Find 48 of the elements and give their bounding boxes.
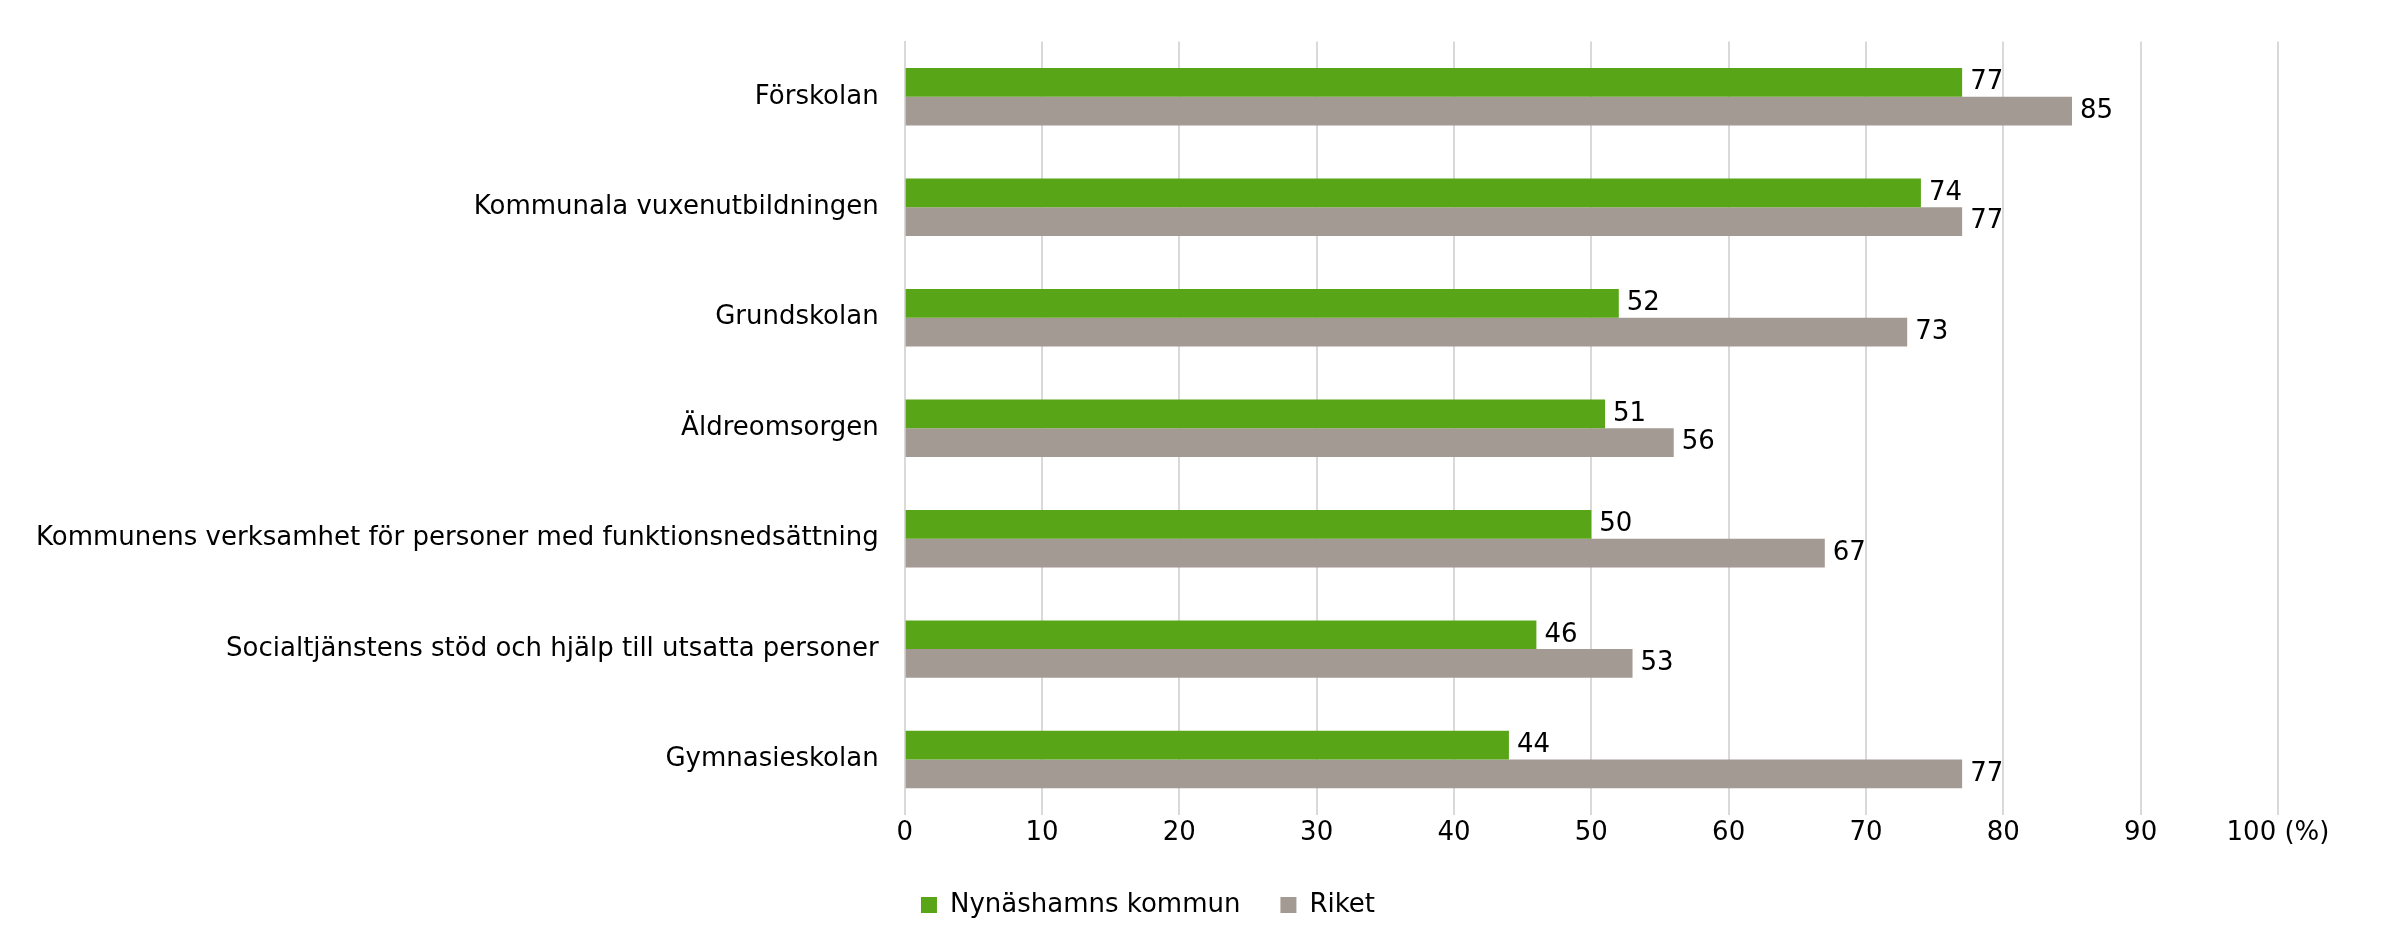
bar <box>905 96 2072 126</box>
bar <box>905 428 1674 457</box>
data-label: 56 <box>1681 425 1715 456</box>
legend-label: Riket <box>1309 887 1376 918</box>
bar <box>905 538 1825 568</box>
x-tick-label: 70 <box>1849 816 1883 847</box>
y-tick-label: Förskolan <box>754 79 879 110</box>
data-label: 44 <box>1516 727 1551 758</box>
data-label: 50 <box>1599 507 1633 538</box>
bar <box>905 620 1537 650</box>
x-tick-label: 30 <box>1300 816 1334 847</box>
data-label: 74 <box>1928 175 1963 206</box>
data-label: 67 <box>1832 535 1866 566</box>
y-tick-label: Gymnasieskolan <box>665 742 879 773</box>
bar <box>905 399 1606 429</box>
data-label: 77 <box>1970 65 2004 96</box>
bar <box>905 289 1619 318</box>
y-tick-label: Grundskolan <box>715 300 879 331</box>
data-label: 51 <box>1613 396 1647 427</box>
bar <box>905 207 1963 237</box>
y-tick-label: Socialtjänstens stöd och hjälp till utsatta personer <box>226 631 879 662</box>
data-label: 53 <box>1640 646 1674 677</box>
bar <box>905 649 1633 678</box>
bar <box>905 730 1509 760</box>
data-label: 77 <box>1970 756 2004 787</box>
y-tick-label: Kommunala vuxenutbildningen <box>473 190 879 221</box>
x-tick-label: 0 <box>896 816 913 847</box>
bar <box>905 68 1963 97</box>
x-tick-label: 80 <box>1986 816 2020 847</box>
bar <box>905 759 1963 789</box>
y-tick-label: Kommunens verksamhet för personer med funktionsnedsättning <box>36 521 879 552</box>
x-tick-label: 50 <box>1574 816 1608 847</box>
data-label: 73 <box>1915 314 1949 345</box>
x-tick-label: 90 <box>2124 816 2158 847</box>
data-label: 85 <box>2080 93 2114 124</box>
data-label: 46 <box>1544 617 1578 648</box>
x-tick-label: 10 <box>1025 816 1059 847</box>
legend-label: Nynäshamns kommun <box>949 887 1241 918</box>
x-tick-label: 40 <box>1437 816 1471 847</box>
y-tick-label: Äldreomsorgen <box>681 409 879 441</box>
bar <box>905 178 1921 208</box>
bar <box>905 509 1592 539</box>
data-label: 52 <box>1626 286 1660 317</box>
x-tick-label: 100 (%) <box>2226 816 2330 847</box>
x-tick-label: 60 <box>1712 816 1746 847</box>
data-label: 77 <box>1970 204 2004 235</box>
x-tick-label: 20 <box>1162 816 1196 847</box>
bar <box>905 317 1908 347</box>
